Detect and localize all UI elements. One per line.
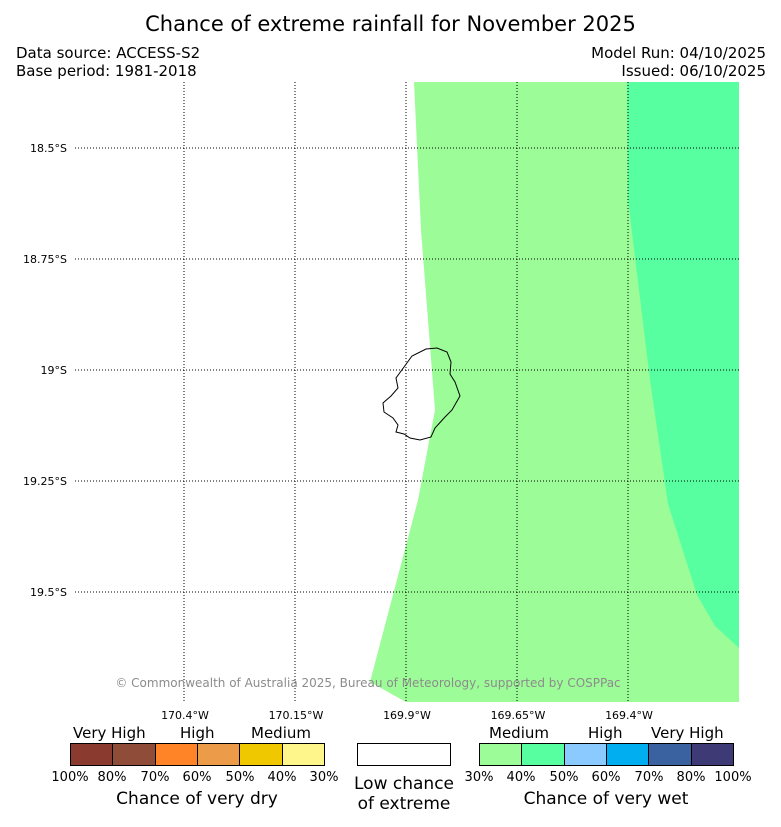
lon-label: 169.9°W: [383, 709, 431, 720]
wet-category-high: High: [588, 724, 623, 742]
dry-category-high: High: [180, 724, 215, 742]
dry-tick: 30%: [309, 770, 339, 785]
dry-tick: 60%: [182, 770, 212, 785]
lon-labels: 170.4°W 170.15°W 169.9°W 169.65°W 169.4°…: [161, 709, 653, 720]
source-info: Data source: ACCESS-S2 Base period: 1981…: [16, 44, 200, 80]
wet-tick: 80%: [676, 770, 706, 785]
lat-label: 19°S: [41, 364, 67, 377]
rainfall-map: 18.5°S 18.75°S 19°S 19.25°S 19.5°S 170.4…: [23, 82, 739, 720]
graticule: [75, 82, 739, 702]
dry-caption: Chance of very dry: [116, 789, 278, 809]
lon-label: 170.15°W: [269, 709, 324, 720]
neutral-caption-line2: of extreme: [357, 794, 451, 814]
data-source-text: Data source: ACCESS-S2: [16, 44, 201, 62]
legend-dry: Very High High Medium 100% 80% 70% 60% 5…: [0, 724, 781, 824]
lat-label: 19.25°S: [23, 475, 67, 488]
wet-tick: 100%: [714, 770, 752, 785]
wet-swatch: [564, 744, 607, 765]
wet-tick: 70%: [634, 770, 664, 785]
dry-swatch: [197, 744, 241, 765]
dry-tick: 100%: [51, 770, 89, 785]
dry-category-very-high: Very High: [73, 724, 146, 742]
lat-label: 19.5°S: [30, 586, 67, 599]
lon-label: 170.4°W: [161, 709, 209, 720]
lat-label: 18.75°S: [23, 253, 67, 266]
lon-label: 169.4°W: [605, 709, 653, 720]
dry-swatch: [240, 744, 283, 765]
wet-swatch: [522, 744, 565, 765]
dry-swatch: [155, 744, 198, 765]
copyright-notice: © Commonwealth of Australia 2025, Bureau…: [115, 676, 620, 690]
neutral-swatch: [357, 743, 451, 766]
dry-tick: 80%: [97, 770, 127, 785]
dry-tick: 70%: [140, 770, 170, 785]
wet-color-bar: [479, 743, 734, 766]
issued-text: Issued: 06/10/2025: [621, 62, 766, 80]
dry-swatch: [282, 744, 324, 765]
dry-color-bar: [70, 743, 325, 766]
dry-tick: 40%: [267, 770, 297, 785]
base-period-text: Base period: 1981-2018: [16, 62, 197, 80]
wet-tick: 60%: [591, 770, 621, 785]
island-coastline: [382, 347, 461, 441]
model-run-text: Model Run: 04/10/2025: [591, 44, 766, 62]
wet-category-very-high: Very High: [651, 724, 724, 742]
dry-swatch: [71, 744, 114, 765]
wet-category-medium: Medium: [489, 724, 549, 742]
neutral-caption-line1: Low chance: [354, 774, 454, 794]
dry-swatch: [113, 744, 156, 765]
wet-swatch: [606, 744, 650, 765]
lon-label: 169.65°W: [491, 709, 546, 720]
wet-swatch: [649, 744, 692, 765]
wet-swatch: [691, 744, 733, 765]
wet-tick: 50%: [549, 770, 579, 785]
dry-tick: 50%: [225, 770, 255, 785]
lat-labels: 18.5°S 18.75°S 19°S 19.25°S 19.5°S: [23, 142, 67, 599]
run-info: Model Run: 04/10/2025 Issued: 06/10/2025: [591, 44, 766, 80]
wet-medium-high-region: [627, 82, 739, 648]
map-title: Chance of extreme rainfall for November …: [145, 12, 636, 36]
wet-caption: Chance of very wet: [523, 789, 689, 809]
wet-tick: 40%: [506, 770, 536, 785]
wet-swatch: [480, 744, 523, 765]
wet-tick: 30%: [464, 770, 494, 785]
dry-category-medium: Medium: [251, 724, 311, 742]
lat-label: 18.5°S: [30, 142, 67, 155]
map-plot-area: [75, 82, 739, 702]
